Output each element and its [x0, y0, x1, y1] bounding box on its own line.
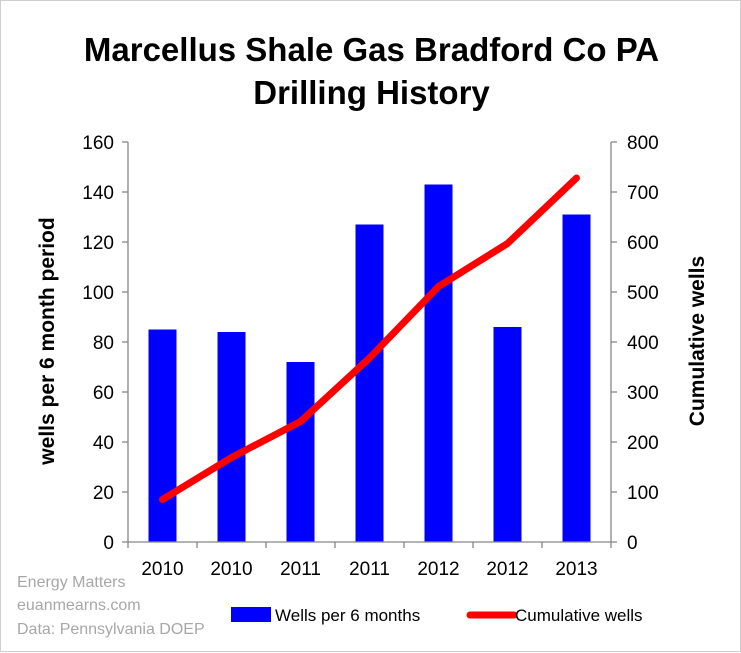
right-tick-label-8: 800: [627, 133, 659, 154]
chart-title-line-2: Drilling History: [253, 74, 490, 111]
left-tick-label-6: 120: [82, 233, 114, 254]
left-tick-label-7: 140: [82, 183, 114, 204]
source-note-line-2: euanmearns.com: [17, 597, 141, 614]
right-tick-label-4: 400: [627, 333, 659, 354]
x-tick-label-3: 2011: [349, 559, 390, 580]
x-tick-label-4: 2012: [417, 559, 459, 580]
bar-4: [424, 184, 453, 542]
bar-6: [562, 214, 591, 542]
left-tick-label-4: 80: [93, 333, 114, 354]
cumulative-wells-line: [159, 174, 580, 503]
x-tick-label-0: 2010: [141, 559, 183, 580]
x-tick-label-5: 2012: [486, 559, 528, 580]
left-tick-label-0: 0: [103, 533, 114, 554]
bar-1: [217, 332, 246, 542]
right-tick-label-6: 600: [627, 233, 659, 254]
left-tick-label-5: 100: [82, 283, 114, 304]
legend-swatch-bars: [231, 607, 271, 622]
left-tick-label-2: 40: [93, 433, 114, 454]
legend-label-line: Cumulative wells: [515, 606, 643, 625]
right-tick-label-3: 300: [627, 383, 659, 404]
left-tick-label-8: 160: [82, 133, 114, 154]
bar-2: [286, 362, 315, 542]
source-note-line-3: Data: Pennsylvania DOEP: [17, 621, 205, 638]
left-tick-label-1: 20: [93, 483, 114, 504]
right-tick-label-1: 100: [627, 483, 659, 504]
x-tick-label-6: 2013: [555, 559, 597, 580]
bar-5: [493, 327, 522, 542]
right-tick-label-2: 200: [627, 433, 659, 454]
source-note-line-1: Energy Matters: [17, 574, 126, 591]
right-tick-label-7: 700: [627, 183, 659, 204]
legend-label-bars: Wells per 6 months: [275, 606, 420, 625]
x-tick-label-1: 2010: [210, 559, 252, 580]
chart-title-line-1: Marcellus Shale Gas Bradford Co PA: [83, 31, 660, 68]
x-tick-label-2: 2011: [280, 559, 321, 580]
bar-0: [148, 329, 177, 542]
left-tick-label-3: 60: [93, 383, 114, 404]
right-tick-label-0: 0: [627, 533, 638, 554]
right-tick-label-5: 500: [627, 283, 659, 304]
bar-3: [355, 224, 384, 542]
